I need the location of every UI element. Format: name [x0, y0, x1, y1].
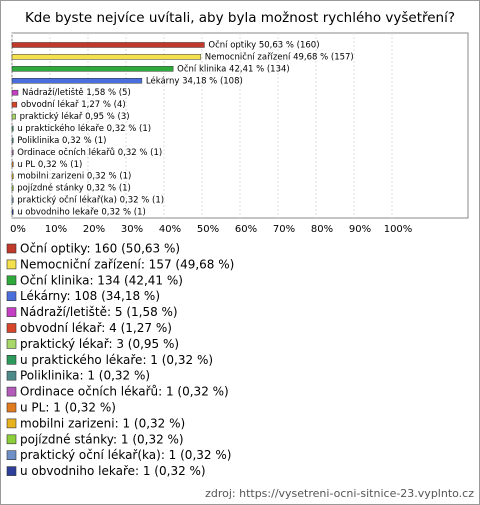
legend-label: Ordinace očních lékařů: 1 (0,32 %) — [20, 385, 229, 399]
bar — [11, 137, 14, 144]
bar — [11, 209, 14, 215]
bar — [11, 78, 143, 84]
bar-label: Ordinace očních lékařů 0,32 % (1) — [17, 147, 162, 158]
legend-swatch — [6, 275, 17, 286]
x-tick-label: 30% — [121, 224, 143, 235]
legend-swatch — [6, 354, 17, 365]
bar — [11, 149, 14, 156]
legend-swatch — [6, 339, 17, 349]
x-tick-label: 90% — [349, 224, 371, 235]
x-tick-label: 20% — [83, 224, 105, 235]
bar-label: Nádraží/letiště 1,58 % (5) — [22, 87, 131, 98]
legend-label: praktický oční lékař(ka): 1 (0,32 %) — [20, 448, 231, 462]
legend-swatch — [6, 259, 17, 270]
bar — [11, 42, 205, 48]
legend-label: obvodní lékař: 4 (1,27 %) — [20, 321, 172, 335]
legend-label: u PL: 1 (0,32 %) — [20, 401, 116, 415]
bar — [11, 113, 16, 120]
legend-swatch — [6, 323, 17, 333]
legend-swatch — [6, 386, 17, 397]
bar-label: Oční klinika 42,41 % (134) — [177, 63, 290, 74]
bar — [11, 89, 19, 96]
legend-swatch — [6, 450, 17, 461]
legend-label: Lékárny: 108 (34,18 %) — [20, 289, 160, 303]
bar — [11, 185, 14, 191]
legend-label: Nemocniční zařízení: 157 (49,68 %) — [20, 257, 234, 271]
bar-label: mobilni zarizeni 0,32 % (1) — [17, 172, 131, 182]
x-tick-label: 40% — [159, 224, 181, 235]
legend-label: u obvodniho lekaře: 1 (0,32 %) — [20, 464, 206, 478]
bar-label: Poliklinika 0,32 % (1) — [17, 136, 106, 146]
x-tick-label: 70% — [273, 224, 295, 235]
bar — [11, 54, 202, 60]
bar — [11, 173, 14, 179]
legend-label: pojízdné stánky: 1 (0,32 %) — [20, 432, 184, 446]
chart-title: Kde byste nejvíce uvítali, aby byla možn… — [25, 10, 455, 26]
bar-label: Lékárny 34,18 % (108) — [146, 75, 243, 86]
legend-swatch — [6, 434, 17, 445]
legend-swatch — [6, 370, 17, 381]
legend-label: Poliklinika: 1 (0,32 %) — [20, 369, 150, 383]
x-tick-label: 80% — [311, 224, 333, 235]
legend-swatch — [6, 418, 17, 429]
bar — [11, 161, 14, 168]
x-tick-label: 100% — [384, 224, 413, 235]
bar-label: pojízdné stánky 0,32 % (1) — [17, 183, 131, 194]
legend-label: mobilni zarizeni: 1 (0,32 %) — [20, 416, 185, 430]
bar-label: Nemocniční zařízení 49,68 % (157) — [205, 51, 354, 62]
bar-label: Oční optiky 50,63 % (160) — [208, 39, 319, 50]
source: zdroj: https://vysetreni-ocni-sitnice-23… — [205, 487, 474, 500]
bar-label: u PL 0,32 % (1) — [17, 160, 82, 170]
bar — [11, 197, 14, 203]
bar-label: praktický oční lékař(ka) 0,32 % (1) — [17, 195, 164, 206]
legend-label: Nádraží/letiště: 5 (1,58 %) — [20, 305, 178, 319]
bar — [11, 66, 174, 72]
legend-swatch — [6, 291, 17, 302]
legend-swatch — [6, 466, 17, 476]
legend-label: Oční optiky: 160 (50,63 %) — [20, 242, 180, 256]
legend-label: u praktického lékaře: 1 (0,32 %) — [20, 353, 213, 367]
x-tick-label: 60% — [235, 224, 257, 235]
x-tick-label: 0% — [10, 224, 26, 235]
legend-swatch — [6, 307, 17, 317]
x-tick-label: 10% — [45, 224, 67, 235]
bar — [11, 125, 14, 132]
legend-swatch — [6, 402, 17, 413]
bar-label: u praktického lékaře 0,32 % (1) — [17, 123, 151, 134]
legend-label: Oční klinika: 134 (42,41 %) — [20, 273, 183, 287]
bar-label: u obvodniho lekaře 0,32 % (1) — [17, 208, 146, 218]
legend-label: praktický lékař: 3 (0,95 %) — [20, 337, 179, 351]
bar-label: obvodní lékař 1,27 % (4) — [21, 99, 126, 110]
x-tick-label: 50% — [197, 224, 219, 235]
bar-label: praktický lékař 0,95 % (3) — [20, 111, 130, 122]
legend-swatch — [6, 243, 17, 254]
bar — [11, 101, 18, 108]
